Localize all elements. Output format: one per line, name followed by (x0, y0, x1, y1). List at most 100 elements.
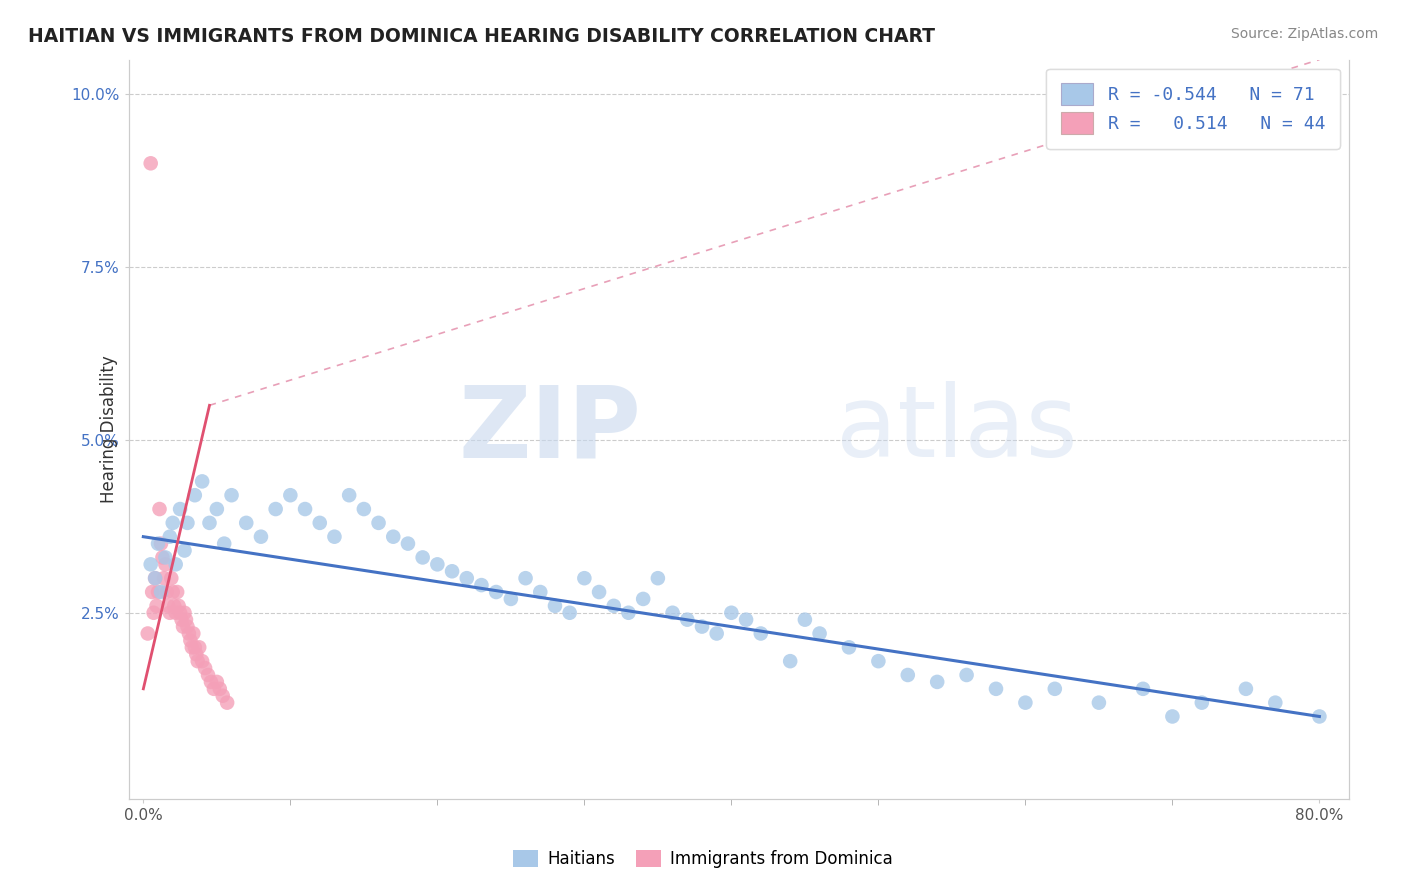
Point (294, 502, 316, 516)
Point (749, 626, 772, 640)
Point (1234, 681, 1257, 696)
Point (808, 626, 831, 640)
Point (176, 516, 198, 530)
Point (382, 530, 405, 544)
Point (163, 599, 186, 613)
Legend: R = -0.544   N = 71, R =   0.514   N = 44: R = -0.544 N = 71, R = 0.514 N = 44 (1046, 69, 1340, 149)
Point (1191, 696, 1213, 710)
Point (470, 578, 492, 592)
Point (779, 654, 801, 668)
Point (152, 550, 174, 565)
Point (194, 661, 217, 675)
Point (735, 613, 758, 627)
Point (1132, 681, 1154, 696)
Point (146, 585, 169, 599)
Point (149, 536, 172, 550)
Point (1043, 681, 1066, 696)
Point (412, 550, 434, 565)
Point (337, 488, 360, 502)
Point (170, 613, 193, 627)
Point (1264, 696, 1286, 710)
Point (167, 599, 190, 613)
Point (211, 689, 233, 703)
Point (217, 696, 239, 710)
Point (1308, 709, 1330, 723)
Point (179, 633, 201, 648)
Point (165, 606, 187, 620)
Point (280, 488, 302, 502)
Point (180, 640, 202, 655)
Point (1161, 709, 1184, 723)
Point (676, 613, 699, 627)
Point (720, 606, 742, 620)
Point (184, 488, 207, 502)
Point (191, 654, 214, 668)
Point (323, 530, 346, 544)
Point (588, 585, 610, 599)
Point (143, 571, 166, 585)
Point (197, 668, 219, 682)
Point (690, 619, 713, 633)
Point (136, 626, 159, 640)
Point (155, 550, 177, 565)
Point (515, 571, 537, 585)
Point (155, 558, 177, 572)
Point (529, 585, 551, 599)
Text: Source: ZipAtlas.com: Source: ZipAtlas.com (1230, 27, 1378, 41)
Point (603, 599, 626, 613)
Point (793, 613, 815, 627)
Point (187, 654, 209, 668)
Point (169, 502, 191, 516)
Legend: Haitians, Immigrants from Dominica: Haitians, Immigrants from Dominica (506, 843, 900, 875)
Point (165, 558, 187, 572)
Point (202, 681, 225, 696)
Point (631, 591, 654, 606)
Point (456, 571, 478, 585)
Point (173, 606, 195, 620)
Point (148, 502, 170, 516)
Point (141, 585, 163, 599)
Point (574, 571, 596, 585)
Point (198, 516, 221, 530)
Point (177, 626, 200, 640)
Point (159, 530, 181, 544)
Point (142, 606, 165, 620)
Point (367, 516, 389, 530)
Point (441, 564, 464, 578)
Point (212, 536, 235, 550)
Point (955, 668, 977, 682)
Point (396, 536, 419, 550)
Text: HAITIAN VS IMMIGRANTS FROM DOMINICA HEARING DISABILITY CORRELATION CHART: HAITIAN VS IMMIGRANTS FROM DOMINICA HEAR… (28, 27, 935, 45)
Point (308, 516, 330, 530)
Point (205, 502, 228, 516)
Point (205, 674, 228, 689)
Point (661, 606, 683, 620)
Point (143, 571, 166, 585)
Point (353, 502, 375, 516)
Point (897, 668, 920, 682)
Point (139, 156, 162, 170)
Point (162, 516, 184, 530)
Point (176, 619, 198, 633)
Point (1088, 696, 1111, 710)
Point (221, 488, 243, 502)
Point (139, 558, 162, 572)
Point (617, 606, 640, 620)
Point (160, 571, 183, 585)
Point (558, 606, 581, 620)
Point (188, 640, 211, 655)
Point (235, 516, 257, 530)
Point (838, 640, 860, 655)
Point (146, 536, 169, 550)
Point (184, 640, 207, 655)
Point (156, 585, 179, 599)
Point (172, 619, 194, 633)
Point (149, 585, 172, 599)
Point (868, 654, 890, 668)
Text: ZIP: ZIP (458, 381, 641, 478)
Point (984, 681, 1007, 696)
Point (186, 647, 208, 661)
Point (173, 543, 195, 558)
Point (544, 599, 567, 613)
Y-axis label: Hearing Disability: Hearing Disability (100, 356, 118, 503)
